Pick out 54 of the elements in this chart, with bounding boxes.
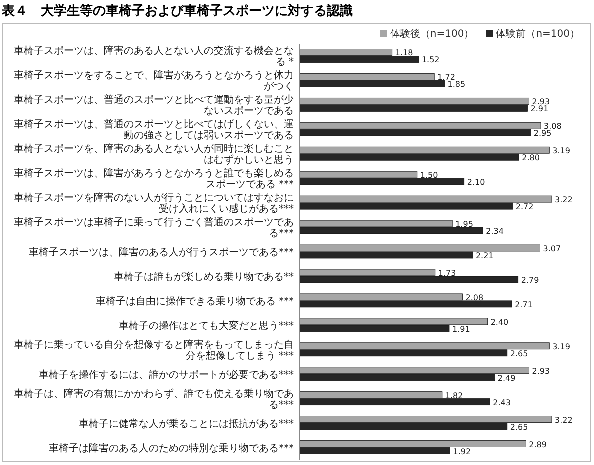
data-label: 2.08 [466,293,484,302]
data-label: 2.72 [516,202,534,212]
data-label: 1.82 [445,391,464,400]
y-tick-label: 車椅子スポーツをすることで、障害があろうとなかろうと体力がつく [14,70,294,93]
y-tick-label: 車椅子に健常な人が乗ることには抵抗がある*** [79,418,294,430]
data-label: 1.85 [448,80,466,90]
y-tick-label: 車椅子スポーツを、障害のある人とない人が同時に楽しむことはむずかしいと思う [14,143,294,166]
data-label: 3.19 [552,342,570,352]
data-label: 1.95 [456,220,474,230]
data-label: 1.52 [422,56,440,65]
data-label: 3.22 [555,196,573,205]
data-label: 2.93 [532,98,550,107]
data-label: 2.79 [521,276,540,285]
y-tick-label: 車椅子スポーツは車椅子に乗って行うごく普通のスポーツである*** [14,216,294,240]
data-label: 2.91 [530,104,549,114]
y-tick-label: 車椅子スポーツは、障害のある人が行うスポーツである*** [29,246,294,258]
y-tick-label: 車椅子は誰もが楽しめる乗り物である** [114,270,294,283]
text: 表４ 大学生等の車椅子および車椅子スポーツに対する認識 [1,3,353,19]
data-label: 1.92 [453,447,472,456]
data-label: 2.80 [522,154,540,163]
data-label: 1.50 [420,171,438,180]
data-label: 1.73 [438,268,456,278]
y-tick-label: 車椅子を操作するには、誰かのサポートが必要である*** [39,368,294,381]
y-tick-label: 車椅子は障害のある人のための特別な乗り物である*** [49,442,294,454]
data-label: 1.72 [438,73,456,82]
legend-label: 体験後（n=100） [390,28,474,40]
y-tick-label: 車椅子スポーツは、障害のある人とない人の交流する機会となる * [14,45,294,68]
data-label: 2.89 [529,440,547,450]
data-label: 2.71 [515,300,533,310]
data-label: 3.22 [555,416,573,425]
data-label: 3.19 [552,146,570,156]
data-label: 3.07 [543,244,562,254]
data-label: 2.34 [486,227,504,236]
y-tick-label: 車椅子スポーツは、普通のスポーツと比べてはげしくない、運動の強さとしては弱いスポーツである [14,118,294,142]
legend-label: 体験前（n=100） [496,28,580,40]
data-label: 2.95 [534,129,552,138]
data-label: 2.21 [476,252,494,260]
data-label: 1.91 [452,324,470,334]
data-label: 2.10 [467,178,486,188]
y-tick-label: 車椅子に乗っている自分を想像すると障害をもってしまった自分を想像してしまう *** [14,338,294,362]
data-label: 3.08 [544,122,562,132]
data-label: 2.65 [510,422,528,432]
data-label: 1.18 [395,48,414,58]
y-tick-label: 車椅子スポーツは、障害があろうとなかろうと誰でも楽しめるスポーツである *** [14,168,294,191]
y-tick-label: 車椅子スポーツを障害のない人が行うことについてはすなおに受け入れにくい感じがある*** [14,192,294,216]
data-label: 2.40 [490,318,509,327]
data-label: 2.43 [493,398,511,408]
y-tick-label: 車椅子スポーツは、普通のスポーツと比べて運動をする量が少ないスポーツである [14,94,294,118]
y-tick-label: 車椅子は、障害の有無にかかわらず、誰でも使える乗り物である*** [14,388,294,411]
data-label: 2.65 [510,349,528,358]
data-label: 2.93 [532,366,550,376]
data-label: 2.49 [498,374,516,383]
y-tick-label: 車椅子の操作はとても大変だと思う*** [119,320,294,332]
y-tick-label: 車椅子は自由に操作できる乗り物である *** [96,295,294,308]
